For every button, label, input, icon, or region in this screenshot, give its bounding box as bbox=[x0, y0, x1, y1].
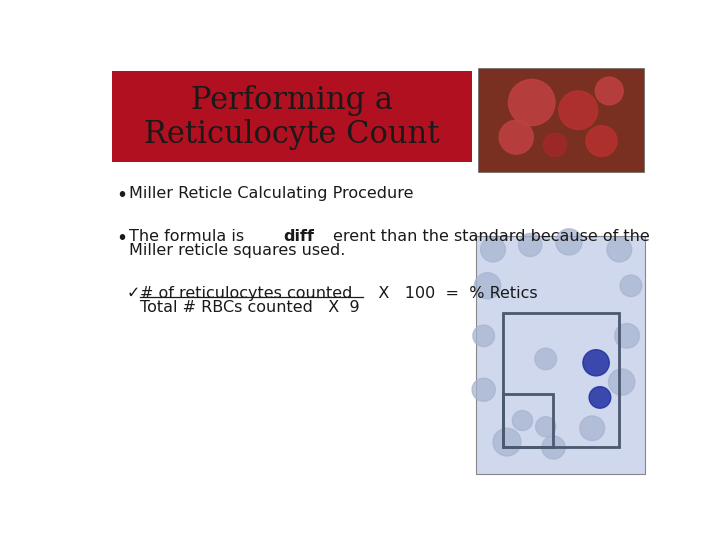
Text: Total # RBCs counted   X  9: Total # RBCs counted X 9 bbox=[140, 300, 360, 315]
Circle shape bbox=[580, 416, 605, 441]
Text: Miller Reticle Calculating Procedure: Miller Reticle Calculating Procedure bbox=[129, 186, 413, 201]
Bar bbox=[503, 313, 619, 448]
Text: erent than the standard because of the: erent than the standard because of the bbox=[333, 229, 650, 244]
Circle shape bbox=[559, 91, 598, 130]
Bar bbox=[477, 68, 644, 172]
Circle shape bbox=[615, 323, 639, 348]
Circle shape bbox=[542, 436, 565, 459]
Circle shape bbox=[544, 133, 567, 157]
Text: # of reticulocytes counted: # of reticulocytes counted bbox=[140, 286, 353, 301]
Circle shape bbox=[473, 325, 495, 347]
Circle shape bbox=[474, 273, 500, 299]
Text: Miller reticle squares used.: Miller reticle squares used. bbox=[129, 242, 345, 258]
Circle shape bbox=[607, 237, 631, 262]
Text: •: • bbox=[117, 186, 127, 205]
Circle shape bbox=[518, 233, 542, 256]
Circle shape bbox=[556, 229, 582, 255]
Text: Reticulocyte Count: Reticulocyte Count bbox=[144, 119, 440, 150]
Text: diff: diff bbox=[283, 229, 314, 244]
Text: The formula is: The formula is bbox=[129, 229, 249, 244]
Text: ✓: ✓ bbox=[127, 286, 140, 301]
Circle shape bbox=[508, 79, 555, 126]
Text: •: • bbox=[117, 229, 127, 248]
Circle shape bbox=[513, 410, 533, 430]
Bar bbox=[503, 394, 554, 448]
Circle shape bbox=[493, 428, 521, 456]
Circle shape bbox=[586, 126, 617, 157]
Text: X   100  =  % Retics: X 100 = % Retics bbox=[364, 286, 538, 301]
Circle shape bbox=[608, 369, 635, 395]
Circle shape bbox=[481, 237, 505, 262]
Circle shape bbox=[535, 348, 557, 370]
Circle shape bbox=[536, 417, 556, 437]
Circle shape bbox=[583, 350, 609, 376]
Circle shape bbox=[595, 77, 624, 105]
Text: Performing a: Performing a bbox=[191, 85, 393, 116]
Circle shape bbox=[472, 378, 495, 401]
Bar bbox=[476, 236, 645, 475]
Circle shape bbox=[589, 387, 611, 408]
Bar bbox=[112, 71, 472, 162]
Circle shape bbox=[499, 120, 534, 154]
Circle shape bbox=[620, 275, 642, 296]
